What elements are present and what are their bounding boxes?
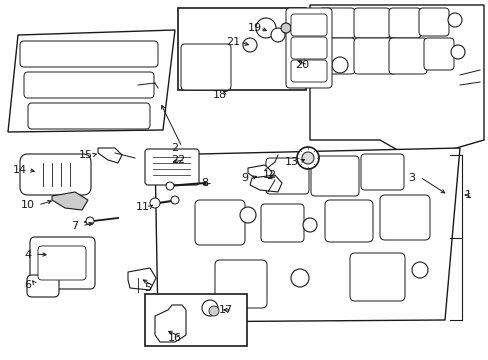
FancyBboxPatch shape — [38, 246, 86, 280]
FancyBboxPatch shape — [290, 37, 326, 59]
Text: 15: 15 — [79, 150, 93, 160]
FancyBboxPatch shape — [423, 38, 453, 70]
Text: 21: 21 — [225, 37, 240, 47]
Circle shape — [171, 196, 179, 204]
FancyBboxPatch shape — [265, 158, 308, 194]
Text: 10: 10 — [21, 200, 35, 210]
Circle shape — [270, 28, 285, 42]
Polygon shape — [247, 165, 271, 180]
Circle shape — [150, 198, 160, 208]
Text: 13: 13 — [285, 157, 298, 167]
FancyBboxPatch shape — [27, 275, 59, 297]
Text: 3: 3 — [407, 173, 415, 183]
Polygon shape — [52, 192, 88, 210]
FancyBboxPatch shape — [181, 44, 230, 90]
Circle shape — [256, 18, 275, 38]
Circle shape — [411, 262, 427, 278]
Circle shape — [447, 13, 461, 27]
Circle shape — [240, 207, 256, 223]
Text: 5: 5 — [144, 283, 151, 293]
FancyBboxPatch shape — [353, 8, 389, 38]
FancyBboxPatch shape — [379, 195, 429, 240]
Polygon shape — [155, 305, 185, 342]
Text: 22: 22 — [170, 155, 185, 165]
Text: 9: 9 — [241, 173, 248, 183]
Text: 17: 17 — [219, 305, 233, 315]
Text: 2: 2 — [171, 143, 178, 153]
Circle shape — [296, 147, 318, 169]
Polygon shape — [249, 175, 282, 192]
Circle shape — [243, 38, 257, 52]
FancyBboxPatch shape — [290, 60, 326, 82]
FancyBboxPatch shape — [215, 260, 266, 308]
Polygon shape — [155, 148, 459, 322]
Text: 11: 11 — [136, 202, 150, 212]
Circle shape — [303, 218, 316, 232]
FancyBboxPatch shape — [360, 154, 403, 190]
Bar — [178, 8, 305, 90]
Circle shape — [208, 306, 219, 316]
Circle shape — [281, 23, 290, 33]
FancyBboxPatch shape — [325, 200, 372, 242]
Text: 1: 1 — [464, 190, 470, 200]
Text: 19: 19 — [247, 23, 262, 33]
FancyBboxPatch shape — [310, 156, 358, 196]
FancyBboxPatch shape — [388, 8, 420, 38]
FancyBboxPatch shape — [349, 253, 404, 301]
Polygon shape — [98, 148, 122, 163]
Circle shape — [290, 269, 308, 287]
Text: 7: 7 — [71, 221, 79, 231]
Polygon shape — [309, 5, 483, 160]
FancyBboxPatch shape — [20, 154, 91, 195]
Text: 12: 12 — [263, 170, 277, 180]
Bar — [145, 294, 246, 346]
Text: 8: 8 — [201, 178, 208, 188]
Circle shape — [331, 57, 347, 73]
Polygon shape — [8, 30, 175, 132]
Text: 18: 18 — [212, 90, 226, 100]
FancyBboxPatch shape — [388, 38, 426, 74]
FancyBboxPatch shape — [261, 204, 304, 242]
Circle shape — [450, 45, 464, 59]
FancyBboxPatch shape — [145, 149, 199, 185]
Text: 4: 4 — [24, 250, 32, 260]
Text: 14: 14 — [13, 165, 27, 175]
Text: 6: 6 — [24, 280, 31, 290]
FancyBboxPatch shape — [285, 8, 331, 88]
FancyBboxPatch shape — [28, 103, 150, 129]
Circle shape — [86, 217, 94, 225]
FancyBboxPatch shape — [195, 200, 244, 245]
FancyBboxPatch shape — [353, 38, 396, 74]
Polygon shape — [128, 268, 156, 290]
FancyBboxPatch shape — [30, 237, 95, 289]
FancyBboxPatch shape — [318, 8, 354, 38]
FancyBboxPatch shape — [290, 14, 326, 36]
FancyBboxPatch shape — [20, 41, 158, 67]
Text: 16: 16 — [168, 333, 182, 343]
FancyBboxPatch shape — [418, 8, 448, 36]
FancyBboxPatch shape — [24, 72, 154, 98]
Circle shape — [202, 300, 218, 316]
Circle shape — [165, 182, 174, 190]
Text: 20: 20 — [294, 60, 308, 70]
FancyBboxPatch shape — [318, 38, 354, 74]
Circle shape — [302, 152, 313, 164]
